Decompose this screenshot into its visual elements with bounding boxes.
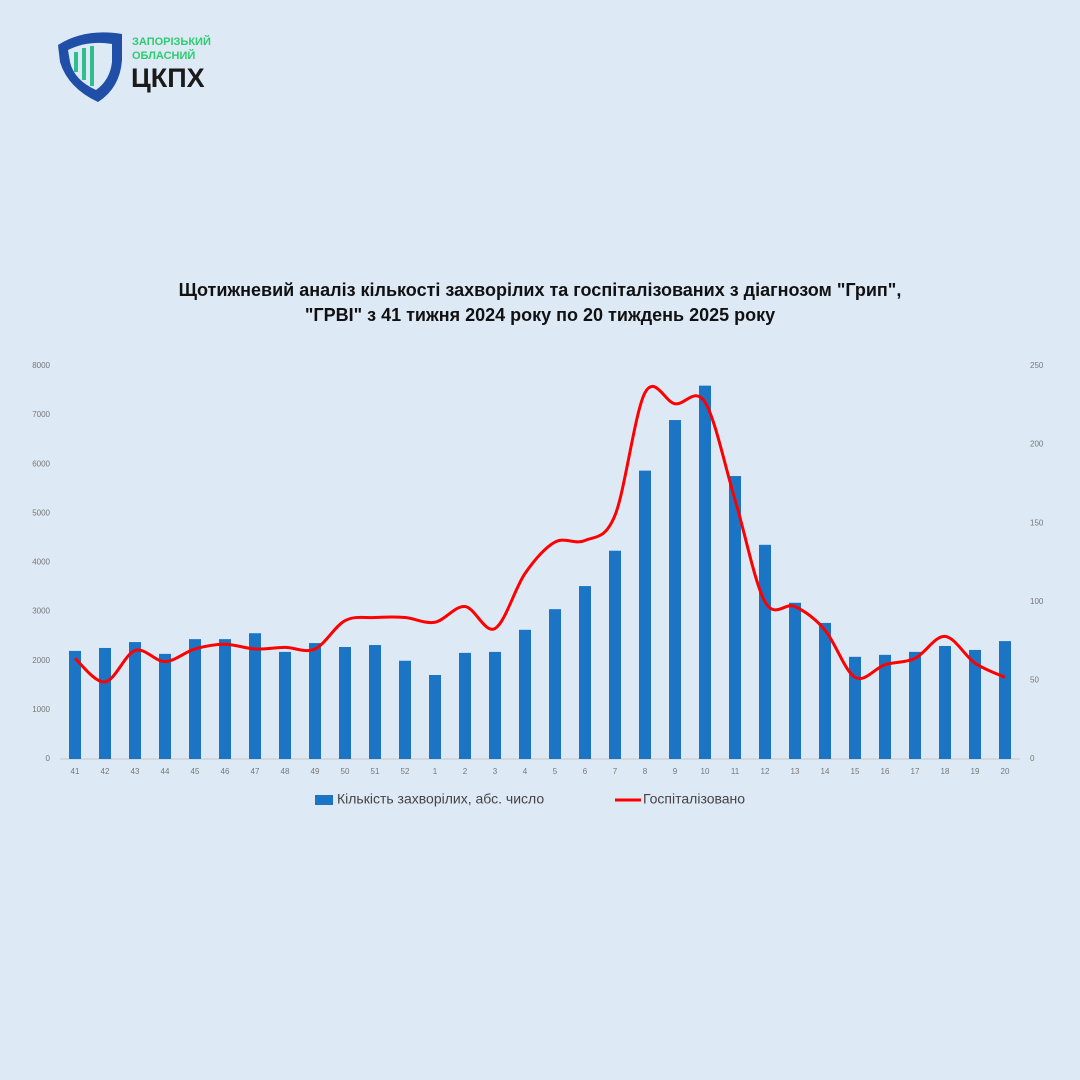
bar — [909, 651, 921, 759]
bar — [519, 629, 531, 759]
x-tick-label: 48 — [281, 767, 290, 776]
x-tick-label: 1 — [433, 767, 438, 776]
legend-label: Госпіталізовано — [643, 791, 745, 807]
bar — [129, 642, 141, 759]
x-tick-label: 51 — [371, 767, 380, 776]
bar — [159, 653, 171, 759]
bar — [219, 639, 231, 759]
x-tick-label: 16 — [881, 767, 890, 776]
y-tick-label: 7000 — [32, 410, 50, 419]
legend-swatch — [315, 795, 333, 805]
bar — [819, 622, 831, 759]
bar — [399, 660, 411, 759]
x-tick-label: 9 — [673, 767, 678, 776]
logo-line2: ОБЛАСНИЙ — [132, 49, 195, 62]
y-tick-label: 6000 — [32, 459, 50, 468]
y-tick-label: 8000 — [32, 361, 50, 370]
bar — [789, 602, 801, 759]
logo-name: ЦКПХ — [131, 63, 205, 93]
x-tick-label: 10 — [701, 767, 710, 776]
chart-title: Щотижневий аналіз кількості захворілих т… — [179, 280, 902, 300]
bar — [489, 651, 501, 759]
x-tick-label: 8 — [643, 767, 648, 776]
bar — [879, 654, 891, 759]
x-tick-label: 7 — [613, 767, 618, 776]
y-tick-label: 1000 — [32, 705, 50, 714]
x-tick-label: 45 — [191, 767, 200, 776]
logo-line1: ЗАПОРІЗЬКИЙ — [132, 35, 211, 48]
x-tick-label: 43 — [131, 767, 140, 776]
bar — [759, 544, 771, 759]
bar — [699, 385, 711, 759]
bar — [849, 656, 861, 759]
x-tick-label: 47 — [251, 767, 260, 776]
x-tick-label: 41 — [71, 767, 80, 776]
x-tick-label: 12 — [761, 767, 770, 776]
y-tick-label: 5000 — [32, 508, 50, 517]
x-tick-label: 5 — [553, 767, 558, 776]
bar — [339, 646, 351, 759]
x-tick-label: 13 — [791, 767, 800, 776]
bar — [639, 470, 651, 759]
bar — [459, 652, 471, 759]
bar — [429, 674, 441, 759]
bar — [69, 650, 81, 759]
x-tick-label: 42 — [101, 767, 110, 776]
x-tick-label: 20 — [1001, 767, 1010, 776]
y2-tick-label: 50 — [1030, 676, 1039, 685]
bar — [369, 645, 381, 759]
y2-tick-label: 100 — [1030, 597, 1044, 606]
x-tick-label: 50 — [341, 767, 350, 776]
bar — [609, 550, 621, 759]
x-tick-label: 44 — [161, 767, 170, 776]
y-tick-label: 2000 — [32, 656, 50, 665]
bar — [189, 639, 201, 759]
bar — [579, 586, 591, 759]
bar — [279, 651, 291, 759]
logo-stripes — [74, 46, 94, 86]
x-tick-label: 3 — [493, 767, 498, 776]
legend-label: Кількість захворілих, абс. число — [337, 791, 544, 807]
chart-title: "ГРВІ" з 41 тижня 2024 року по 20 тижден… — [305, 305, 775, 325]
bar — [969, 649, 981, 759]
bar — [249, 633, 261, 759]
x-tick-label: 4 — [523, 767, 528, 776]
x-tick-label: 19 — [971, 767, 980, 776]
line — [73, 384, 1006, 684]
bar — [999, 641, 1011, 759]
y-tick-label: 0 — [46, 754, 51, 763]
logo: ЗАПОРІЗЬКИЙ ОБЛАСНИЙ ЦКПХ — [58, 32, 211, 102]
x-tick-label: 49 — [311, 767, 320, 776]
y-tick-label: 4000 — [32, 558, 50, 567]
y2-tick-label: 150 — [1030, 518, 1044, 527]
x-tick-label: 18 — [941, 767, 950, 776]
x-tick-label: 17 — [911, 767, 920, 776]
bar — [939, 646, 951, 759]
bar — [729, 476, 741, 759]
bar — [309, 643, 321, 759]
x-tick-label: 14 — [821, 767, 830, 776]
bar — [549, 609, 561, 759]
x-tick-label: 46 — [221, 767, 230, 776]
y2-tick-label: 200 — [1030, 440, 1044, 449]
y2-tick-label: 250 — [1030, 361, 1044, 370]
bar — [669, 420, 681, 759]
x-tick-label: 52 — [401, 767, 410, 776]
x-tick-label: 11 — [731, 767, 740, 776]
x-tick-label: 6 — [583, 767, 588, 776]
bar — [99, 647, 111, 759]
y2-tick-label: 0 — [1030, 754, 1035, 763]
x-tick-label: 2 — [463, 767, 468, 776]
y-tick-label: 3000 — [32, 607, 50, 616]
x-tick-label: 15 — [851, 767, 860, 776]
